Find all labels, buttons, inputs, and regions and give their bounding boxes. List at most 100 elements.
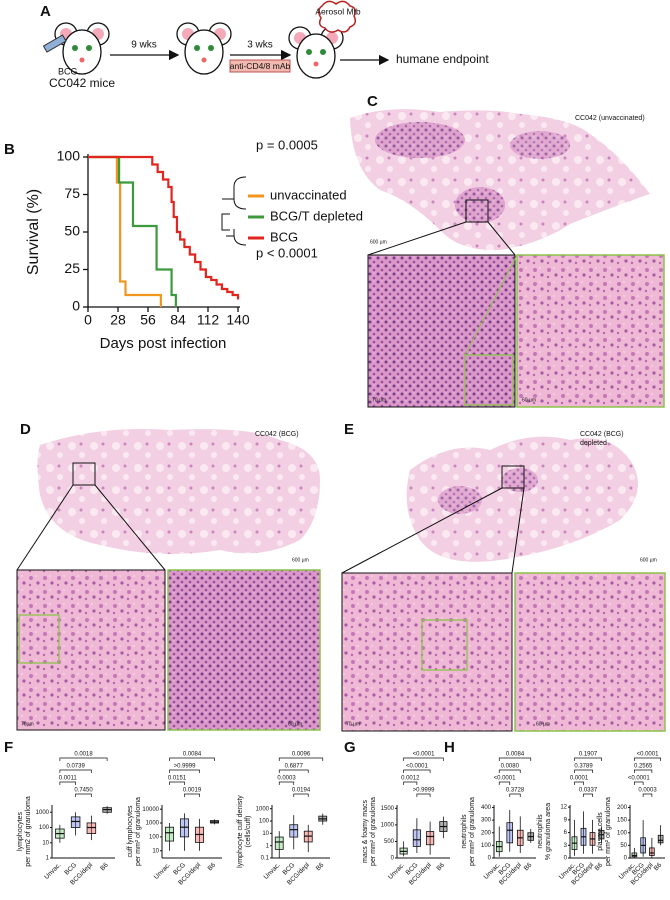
y-tick-label: 12	[560, 805, 567, 811]
box	[649, 847, 655, 856]
bracket	[498, 757, 532, 761]
y-tick-label: 0	[391, 856, 395, 862]
scale-label: 600 µm	[292, 557, 309, 563]
y-tick-label: 6	[564, 830, 568, 836]
panel-label: B	[4, 141, 15, 158]
y-tick-label: 100	[617, 830, 628, 836]
y-tick-label: 10000	[142, 807, 159, 813]
inset	[341, 572, 513, 732]
p-value: 0.0001	[570, 776, 589, 782]
bracket	[403, 769, 431, 773]
y-tick-label: 150	[617, 818, 628, 824]
mouse	[176, 22, 232, 75]
scale-label: 70 µm	[346, 721, 360, 727]
p-value: 0.2565	[634, 764, 653, 770]
p-value: 0.0084	[506, 752, 525, 758]
survival-curve	[88, 155, 240, 300]
bracket	[169, 757, 215, 761]
caption: CC042 (BCG)	[255, 431, 299, 438]
y-axis-label: neutrophils	[461, 814, 468, 849]
panel-d: D CC042 (BCG) 600 µm 70µm 60 µm	[16, 421, 321, 731]
x-tick-label: 0	[84, 312, 92, 328]
inset	[514, 572, 666, 732]
panel-label: C	[367, 93, 378, 110]
y-tick-label: 1000	[146, 821, 160, 827]
treatment-label: anti-CD4/8 mAb	[230, 61, 291, 71]
legend-label: unvaccinated	[270, 187, 347, 202]
bracket	[634, 781, 644, 785]
bracket	[75, 793, 92, 797]
bracket	[416, 793, 431, 797]
y-tick-label: 100	[39, 825, 50, 831]
scale-label: 600 µm	[640, 557, 657, 563]
y-tick-label: 400	[481, 805, 492, 811]
bracket	[498, 769, 521, 773]
p-value: 0.0012	[401, 776, 420, 782]
y-tick-label: 1000	[36, 810, 50, 816]
panel-b: B Survival (%) Days post infection p = 0…	[4, 137, 318, 352]
y-axis-label: per mm² of granuloma	[135, 797, 142, 866]
y-tick-label: 1	[266, 843, 270, 849]
y-tick-label: 3	[564, 843, 568, 849]
bracket	[59, 769, 92, 773]
p-value: 0.0084	[183, 752, 202, 758]
bracket	[634, 757, 661, 761]
bracket	[498, 781, 511, 785]
category-label: B6	[207, 861, 218, 872]
box	[164, 826, 175, 842]
bracket	[184, 793, 200, 797]
scale-label: 60 µm	[288, 721, 302, 727]
y-tick-label: 0	[624, 856, 628, 862]
y-tick-label: 50	[64, 223, 80, 239]
y-tick-label: 10	[42, 840, 49, 846]
y-tick-label: 100	[481, 843, 492, 849]
y-axis-label: % granuloma area	[545, 803, 552, 860]
p-value: 0.0080	[501, 764, 520, 770]
bracket	[403, 757, 444, 761]
panel-e: E CC042 (BCG) depleted 600 µm 70 µm 60 µm	[341, 421, 666, 732]
category-label: B6	[315, 861, 326, 872]
p-value: 0.0003	[277, 776, 296, 782]
bracket	[169, 769, 200, 773]
y-tick-label: 1500	[381, 806, 395, 812]
aerosol-cloud	[318, 0, 357, 33]
category-label: Unvac.	[153, 862, 172, 881]
y-axis-label: per mm² of granuloma	[370, 797, 377, 866]
strain-label: CC042 mice	[49, 76, 115, 90]
bracket	[293, 793, 309, 797]
p-value: 0.0337	[579, 788, 598, 794]
bracket	[169, 781, 185, 785]
bracket	[574, 757, 602, 761]
y-tick-label: 10	[152, 848, 159, 854]
y-axis-label: lymphocyte cuff denisty	[237, 795, 244, 868]
category-label: Unvac.	[387, 862, 406, 881]
y-axis-label: per mm² of granuloma	[605, 797, 612, 866]
p-value: >0.9999	[174, 764, 197, 770]
p-value: 0.3789	[574, 764, 593, 770]
p-value: 0.6877	[285, 764, 304, 770]
scale-label: 60 µm	[522, 397, 536, 403]
y-axis-label: (cells/cuff)	[245, 816, 252, 848]
legend-label: BCG/T depleted	[270, 208, 363, 223]
category-label: B6	[435, 861, 446, 872]
y-tick-label: 0	[72, 298, 80, 314]
bracket	[226, 229, 247, 246]
panel-label: F	[4, 739, 13, 756]
treatment-box	[229, 59, 291, 73]
bracket	[278, 769, 309, 773]
box	[70, 816, 81, 828]
bracket	[509, 793, 521, 797]
panel-label: A	[40, 3, 51, 20]
survival-curve	[88, 155, 177, 307]
p-value: 0.1907	[579, 752, 598, 758]
p-value: 0.0019	[183, 788, 202, 794]
category-label: Unvac.	[263, 862, 282, 881]
box	[657, 834, 664, 844]
p-value: <0.0001	[406, 764, 429, 770]
bracket	[59, 781, 76, 785]
panel-label: G	[344, 739, 356, 756]
panel-label: E	[344, 421, 354, 438]
y-tick-label: 100	[259, 819, 270, 825]
legend-label: BCG	[270, 229, 298, 244]
bracket	[403, 781, 418, 785]
